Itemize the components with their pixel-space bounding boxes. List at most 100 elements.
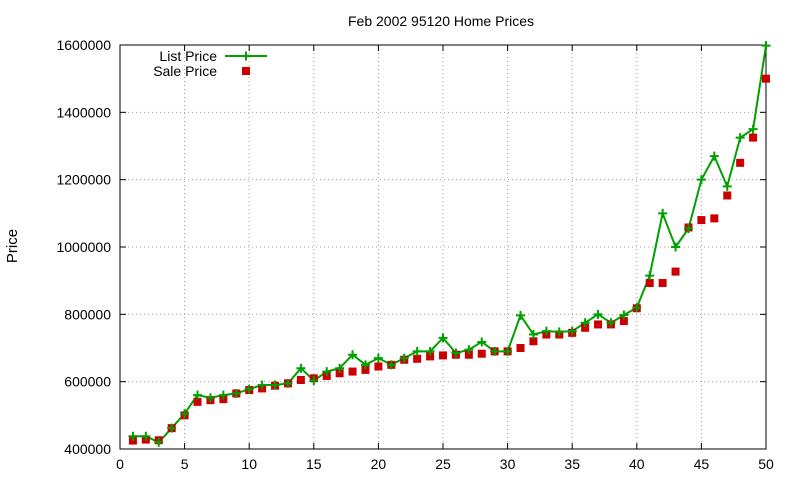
sale-price-point <box>193 397 202 406</box>
x-tick-label: 10 <box>241 456 257 472</box>
list-price-point <box>567 326 577 336</box>
list-price-point <box>671 242 681 252</box>
sale-price-point <box>477 349 486 358</box>
sale-price-point <box>749 133 758 142</box>
sale-price-point <box>710 214 719 223</box>
sale-price-point <box>516 344 525 352</box>
sale-price-point <box>762 74 770 83</box>
list-price-point <box>270 380 280 390</box>
sale-price-point <box>723 191 732 200</box>
x-tick-label: 25 <box>435 456 451 472</box>
list-price-point <box>438 333 448 343</box>
list-price-point <box>218 390 228 400</box>
list-price-point <box>335 363 345 373</box>
list-price-point <box>722 181 732 191</box>
legend-label-sale-price: Sale Price <box>153 63 217 79</box>
y-tick-label: 800000 <box>64 306 111 322</box>
list-price-point <box>580 318 590 328</box>
chart-title: Feb 2002 95120 Home Prices <box>348 13 534 29</box>
x-tick-label: 35 <box>564 456 580 472</box>
list-price-point <box>645 271 655 281</box>
legend-marker-list-price <box>241 51 251 61</box>
sale-price-point <box>335 369 344 378</box>
legend-label-list-price: List Price <box>159 48 217 64</box>
list-price-point <box>477 337 487 347</box>
x-tick-label: 50 <box>758 456 774 472</box>
list-price-point <box>412 346 422 356</box>
x-tick-label: 45 <box>694 456 710 472</box>
list-price-point <box>709 151 719 161</box>
list-price-point <box>528 330 538 340</box>
list-price-point <box>141 431 151 441</box>
list-price-point <box>128 431 138 441</box>
list-price-point <box>296 363 306 373</box>
list-price-point <box>205 393 215 403</box>
sale-price-point <box>529 337 538 346</box>
sale-price-point <box>671 267 680 276</box>
list-price-point <box>193 390 203 400</box>
list-price-point <box>360 360 370 370</box>
list-price-point <box>632 303 642 313</box>
list-price-point <box>373 353 383 363</box>
list-price-point <box>658 208 668 218</box>
y-tick-label: 1600000 <box>56 37 111 53</box>
sale-price-point <box>658 279 667 288</box>
grid <box>120 45 766 449</box>
sale-price-point <box>645 279 654 288</box>
list-price-point <box>244 384 254 394</box>
list-price-point <box>619 310 629 320</box>
list-price-point <box>696 175 706 185</box>
y-tick-label: 1400000 <box>56 104 111 120</box>
sale-price-point <box>296 375 305 384</box>
list-price-point <box>516 310 526 320</box>
list-price-point <box>231 388 241 398</box>
list-price-point <box>451 348 461 358</box>
x-tick-label: 15 <box>306 456 322 472</box>
x-tick-label: 30 <box>500 456 516 472</box>
list-price-point <box>554 327 564 337</box>
list-price-point <box>322 367 332 377</box>
list-price-point <box>180 409 190 419</box>
sale-price-point <box>361 365 370 374</box>
list-price-point <box>348 350 358 360</box>
list-price-point <box>167 423 177 433</box>
y-tick-label: 600000 <box>64 374 111 390</box>
list-price-point <box>257 380 267 390</box>
list-price-point <box>490 346 500 356</box>
list-price-point <box>283 378 293 388</box>
sale-price-point <box>413 354 422 363</box>
list-price-line <box>132 45 767 444</box>
list-price-point <box>154 437 164 447</box>
y-tick-label: 1200000 <box>56 172 111 188</box>
x-tick-label: 5 <box>181 456 189 472</box>
sale-price-point <box>348 367 357 376</box>
x-tick-label: 40 <box>629 456 645 472</box>
sale-price-point <box>426 352 435 361</box>
list-price-point <box>683 223 693 233</box>
list-price-point <box>386 360 396 370</box>
axes: 0 5 10 15 20 25 30 35 40 45 50 400000 600000 800000 10… <box>56 37 774 472</box>
list-price-point <box>593 309 603 319</box>
list-price-point <box>748 124 758 134</box>
list-price-point <box>309 376 319 386</box>
y-tick-label: 1000000 <box>56 239 111 255</box>
list-price-point <box>425 346 435 356</box>
list-price-point <box>761 41 771 51</box>
list-price-point <box>735 133 745 143</box>
sale-price-point <box>439 351 447 360</box>
y-tick-label: 400000 <box>64 441 111 457</box>
series <box>128 41 771 447</box>
x-tick-label: 0 <box>116 456 124 472</box>
sale-price-point <box>464 350 473 359</box>
list-price-point <box>606 318 616 328</box>
sale-price-point <box>619 317 628 326</box>
x-tick-label: 20 <box>371 456 387 472</box>
y-axis-label: Price <box>4 229 21 263</box>
sale-price-point <box>736 158 745 167</box>
sale-price-point <box>581 323 590 332</box>
list-price-point <box>503 346 513 356</box>
sale-price-point <box>697 216 706 225</box>
sale-price-point <box>374 362 383 371</box>
